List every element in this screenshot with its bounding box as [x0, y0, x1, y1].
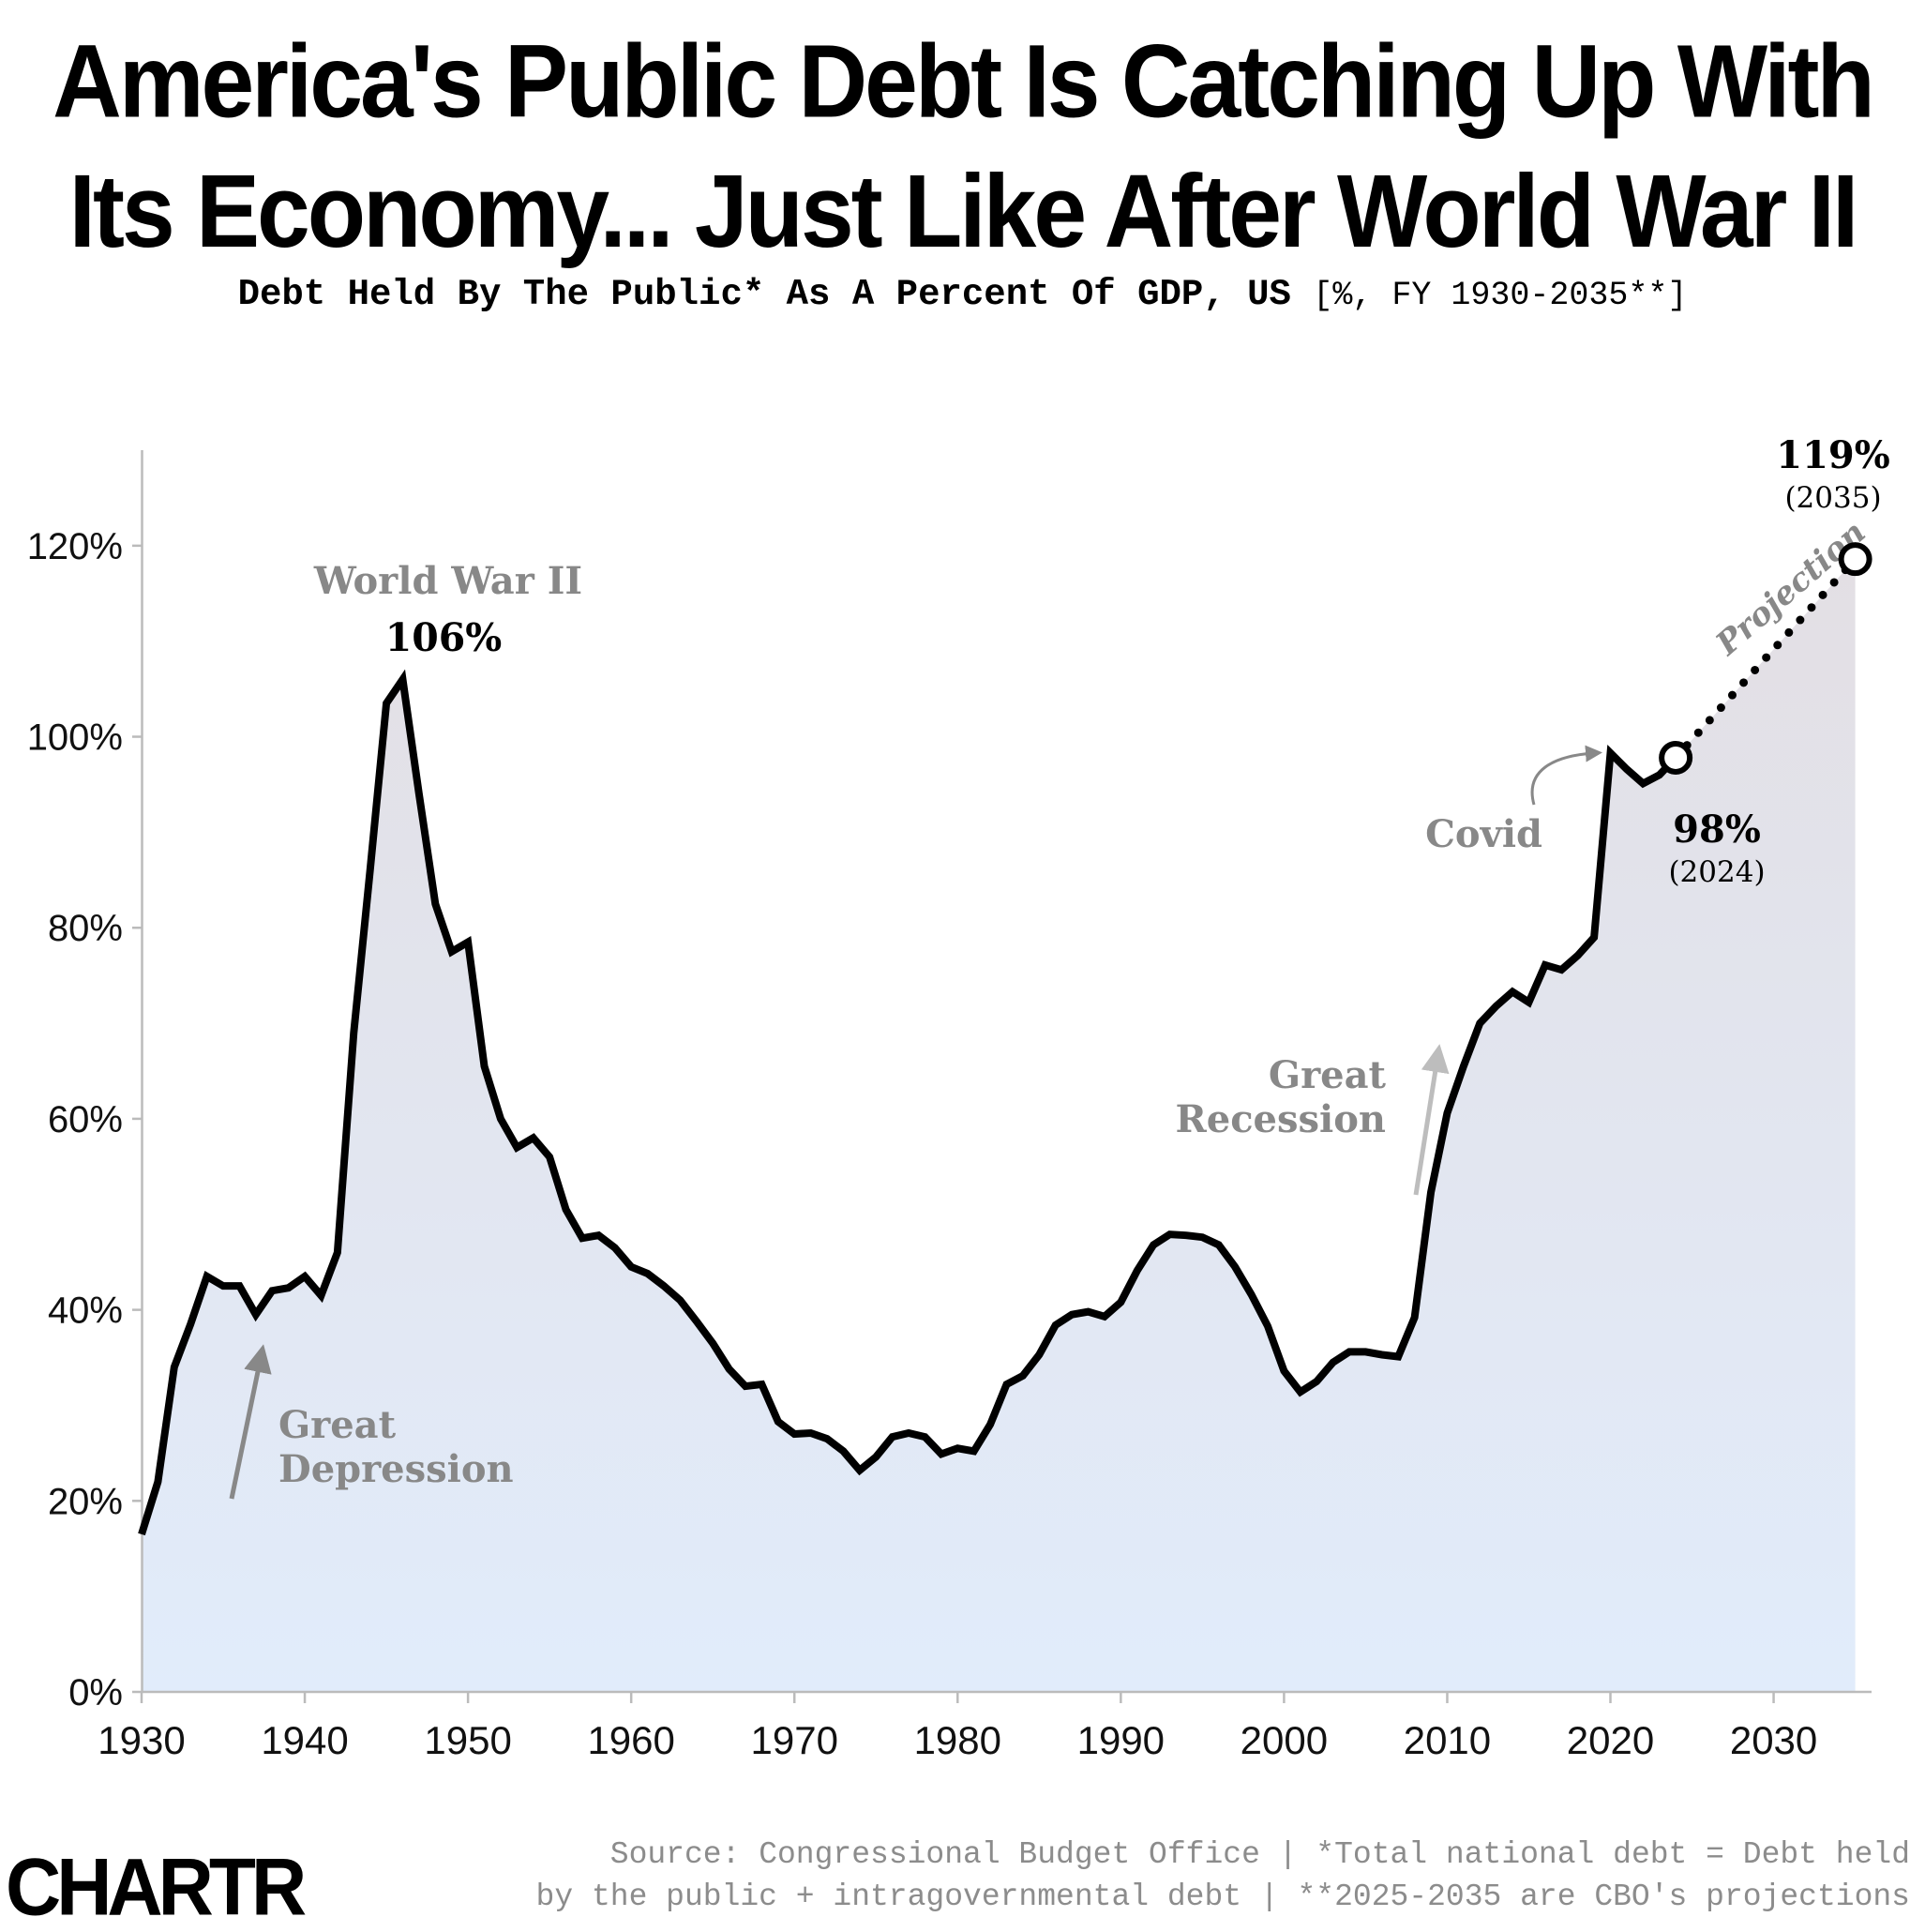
annotation-2035-year: (2035) — [1784, 481, 1881, 515]
x-tick-label: 2020 — [1567, 1718, 1654, 1762]
y-tick-label: 20% — [48, 1481, 123, 1522]
source-note: Source: Congressional Budget Office | *T… — [316, 1834, 1910, 1918]
x-tick-label: 2000 — [1241, 1718, 1328, 1762]
annotation-wwii: World War II — [313, 559, 582, 603]
x-tick-label: 1950 — [424, 1718, 511, 1762]
source-line-1: Source: Congressional Budget Office | *T… — [609, 1837, 1910, 1872]
annotation-depression-line1: Great — [278, 1403, 397, 1447]
x-tick-label: 1930 — [98, 1718, 185, 1762]
area-layer — [142, 559, 1856, 1692]
chartr-logo: CHARTR — [6, 1842, 307, 1932]
x-tick-label: 1990 — [1077, 1718, 1165, 1762]
debt-line-projection — [1671, 554, 1860, 762]
annotation-2024-value: 98% — [1673, 808, 1761, 852]
annotation-depression-line2: Depression — [278, 1447, 514, 1491]
series-layer — [138, 542, 1872, 1536]
arrow-great-recession — [1413, 1044, 1450, 1196]
marker-2024 — [1659, 740, 1693, 775]
y-tick-label: 100% — [27, 717, 123, 759]
debt-area-fill — [142, 559, 1856, 1692]
x-tick-label: 1940 — [261, 1718, 348, 1762]
title-line-2: Its Economy... Just Like After World War… — [68, 153, 1859, 269]
annotation-recession-line1: Great — [1269, 1053, 1387, 1097]
y-tick-label: 40% — [48, 1291, 123, 1332]
annotation-2024-year: (2024) — [1668, 855, 1765, 889]
source-line-2: by the public + intragovernmental debt |… — [535, 1879, 1910, 1914]
x-tick-label: 1960 — [587, 1718, 674, 1762]
annotation-covid: Covid — [1425, 812, 1542, 856]
annotation-2035-value: 119% — [1776, 433, 1890, 477]
x-tick-label: 2030 — [1730, 1718, 1817, 1762]
annotation-recession-line2: Recession — [1176, 1097, 1387, 1141]
marker-2035 — [1838, 542, 1872, 577]
title-line-1: America's Public Debt Is Catching Up Wit… — [53, 23, 1875, 140]
annotation-wwii-value: 106% — [385, 615, 503, 660]
axes: 0% 20% 40% 60% 80% 100% 120% 1930 1940 1950 1960 19… — [27, 450, 1872, 1762]
y-tick-label: 60% — [48, 1099, 123, 1140]
arrow-covid — [1530, 745, 1602, 806]
subtitle-unit: [%, FY 1930-2035**] — [1313, 277, 1688, 314]
x-tick-label: 1970 — [751, 1718, 838, 1762]
x-tick-label: 1980 — [914, 1718, 1001, 1762]
y-tick-label: 0% — [68, 1672, 123, 1713]
chart-title: America's Public Debt Is Catching Up Wit… — [0, 17, 1925, 276]
x-tick-label: 2010 — [1404, 1718, 1491, 1762]
arrow-great-depression — [229, 1344, 272, 1500]
y-tick-label: 120% — [27, 526, 123, 567]
y-tick-label: 80% — [48, 908, 123, 949]
debt-line-historical — [138, 669, 1679, 1536]
chart-subtitle: Debt Held By The Public* As A Percent Of… — [0, 272, 1925, 318]
subtitle-main: Debt Held By The Public* As A Percent Of… — [237, 274, 1291, 315]
